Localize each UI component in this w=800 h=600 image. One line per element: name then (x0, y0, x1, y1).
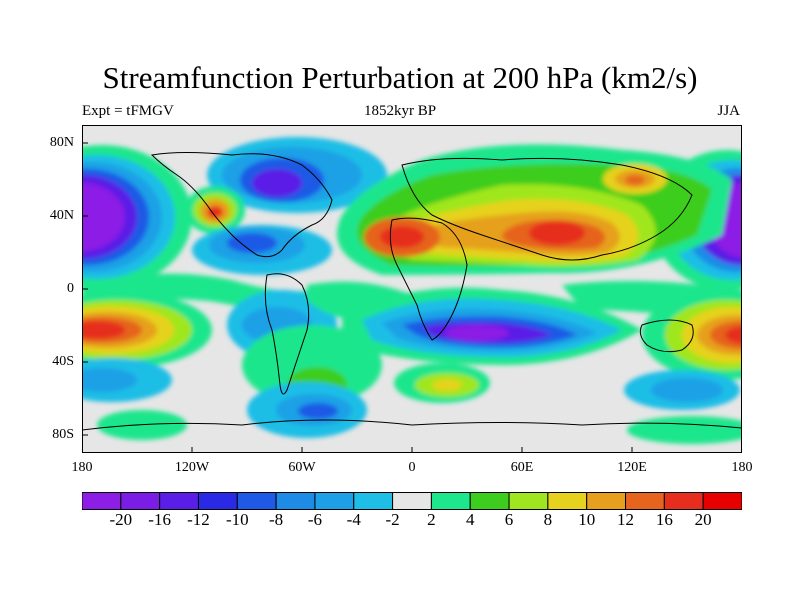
colorbar-box (353, 492, 394, 510)
streamfunction-map (82, 125, 742, 453)
lon-tick-60e: 60E (510, 460, 534, 475)
colorbar-box (392, 492, 432, 510)
colorbar-label: 20 (694, 510, 712, 529)
colorbar-box (586, 492, 627, 510)
time-label: 1852kyr BP (363, 103, 437, 119)
experiment-label: Expt = tFMGV (82, 103, 174, 119)
colorbar-box (314, 492, 355, 510)
colorbar-box (159, 492, 199, 510)
lon-tick-120e: 120E (617, 460, 647, 475)
tick-marks (82, 142, 633, 453)
lon-tick-120w: 120W (174, 460, 210, 475)
lat-tick-40s: 40S (52, 354, 74, 369)
colorbar-label: -10 (225, 510, 249, 529)
colorbar-box (702, 492, 742, 510)
colorbar-box (663, 492, 704, 510)
colorbar-label: -8 (269, 510, 284, 529)
colorbar-label: 4 (465, 510, 475, 529)
colorbar-label: 6 (504, 510, 514, 529)
coastlines (82, 152, 742, 431)
colorbar-label: -16 (148, 510, 171, 529)
plot-title: Streamfunction Perturbation at 200 hPa (… (102, 60, 698, 95)
lat-tick-0: 0 (67, 281, 74, 296)
season-label: JJA (717, 103, 740, 119)
colorbar-box (469, 492, 510, 510)
lat-tick-40n: 40N (49, 208, 74, 223)
colorbar-box (547, 492, 588, 510)
contour-fill (82, 137, 742, 444)
colorbar-box (275, 492, 316, 510)
colorbar-label: -12 (187, 510, 210, 529)
lon-tick-0: 0 (408, 460, 416, 475)
lon-tick-180w: 180 (71, 460, 93, 475)
lat-tick-80s: 80S (52, 427, 74, 442)
colorbar-label: 8 (543, 510, 553, 529)
lon-tick-180e: 180 (731, 460, 753, 475)
lat-tick-80n: 80N (49, 135, 74, 150)
colorbar-box (82, 492, 122, 510)
colorbar-box (197, 492, 238, 510)
colorbar-label: 10 (578, 510, 596, 529)
lon-tick-60w: 60W (288, 460, 316, 475)
colorbar-box (236, 492, 277, 510)
colorbar-label: -6 (307, 510, 323, 529)
colorbar-label: -2 (385, 510, 400, 529)
colorbar-box (430, 492, 471, 510)
colorbar-label: -20 (109, 510, 133, 529)
colorbar-label: 2 (427, 510, 436, 529)
colorbar-label: -4 (346, 510, 361, 529)
colorbar-label: 12 (617, 510, 635, 529)
colorbar-box (120, 492, 161, 510)
colorbar-box (625, 492, 665, 510)
colorbar-box (508, 492, 549, 510)
colorbar (82, 492, 742, 510)
colorbar-label: 16 (655, 510, 673, 529)
